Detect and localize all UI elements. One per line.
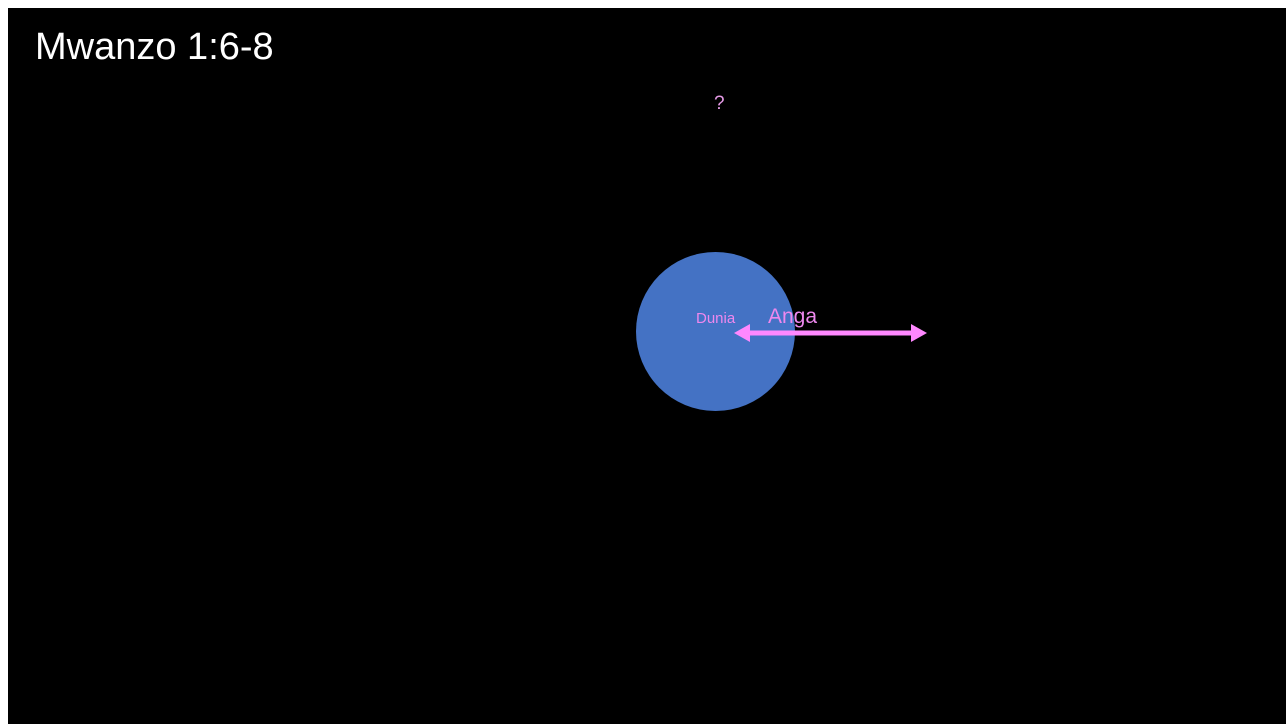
double-headed-arrow-icon (734, 324, 927, 342)
slide-title: Mwanzo 1:6-8 (35, 26, 274, 68)
arrow-head-left (734, 324, 750, 342)
earth-label: Dunia (696, 310, 736, 327)
arrow-head-right (911, 324, 927, 342)
question-mark-label: ? (714, 93, 725, 114)
slide-canvas: Mwanzo 1:6-8 ? Dunia Anga (8, 8, 1286, 724)
sky-label: Anga (768, 305, 818, 328)
